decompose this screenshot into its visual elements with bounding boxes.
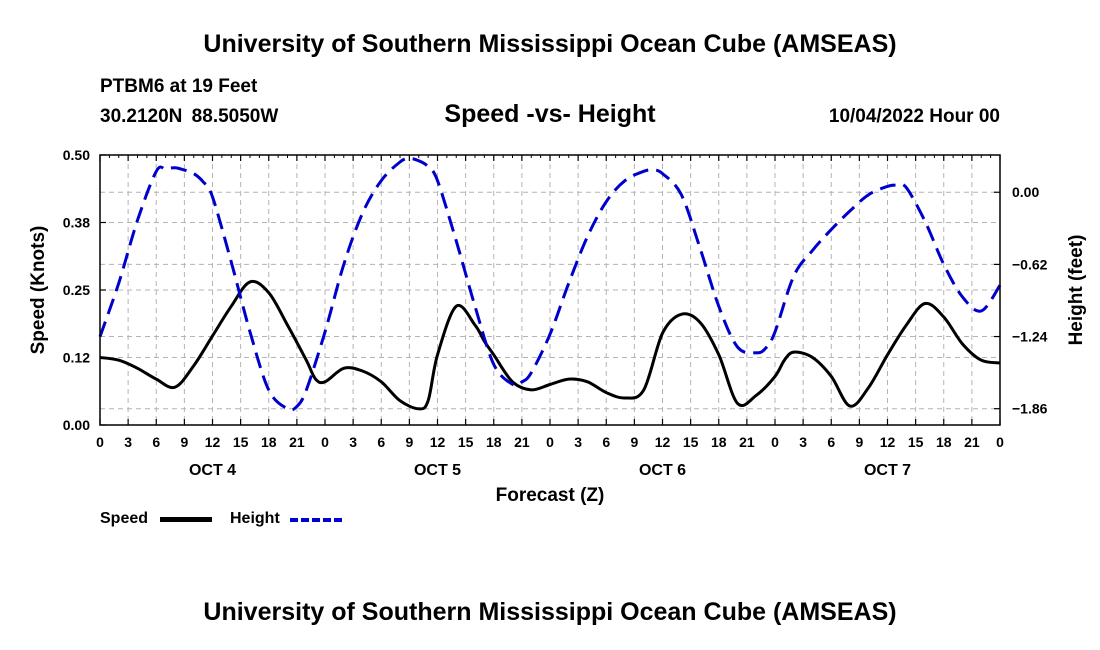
y-tick-label-right: 0.00 xyxy=(1012,184,1039,200)
x-tick-label: 18 xyxy=(936,434,952,450)
speed-series-line xyxy=(99,279,1001,411)
day-label: OCT 4 xyxy=(189,462,236,479)
x-tick-label: 3 xyxy=(799,434,807,450)
series-layer xyxy=(98,156,1002,412)
x-tick-label: 9 xyxy=(855,434,863,450)
day-label: OCT 6 xyxy=(639,462,686,479)
x-tick-label: 21 xyxy=(739,434,755,450)
y-tick-label-right: −1.24 xyxy=(1012,329,1048,345)
x-tick-label: 0 xyxy=(96,434,104,450)
x-tick-label: 0 xyxy=(546,434,554,450)
x-tick-label: 9 xyxy=(630,434,638,450)
x-tick-label: 12 xyxy=(655,434,671,450)
x-tick-label: 18 xyxy=(261,434,277,450)
x-tick-label: 18 xyxy=(711,434,727,450)
chart-subtitle: Speed -vs- Height xyxy=(444,100,656,128)
x-axis-label: Forecast (Z) xyxy=(496,485,605,506)
height-series-line xyxy=(98,156,1002,412)
y-axis-label-right: Height (feet) xyxy=(1066,235,1087,346)
x-tick-label: 6 xyxy=(152,434,160,450)
x-tick-label: 12 xyxy=(880,434,896,450)
y-tick-label-right: −0.62 xyxy=(1012,256,1048,272)
x-tick-label: 3 xyxy=(574,434,582,450)
forecast-datestamp: 10/04/2022 Hour 00 xyxy=(828,106,1000,127)
x-tick-label: 15 xyxy=(458,434,474,450)
legend-speed-swatch xyxy=(160,517,212,522)
x-tick-label: 21 xyxy=(514,434,530,450)
legend-speed-label: Speed xyxy=(100,510,149,527)
x-tick-label: 0 xyxy=(321,434,329,450)
y-tick-label-right: −1.86 xyxy=(1012,401,1048,417)
x-tick-label: 9 xyxy=(180,434,188,450)
legend-height-label: Height xyxy=(230,510,280,527)
x-tick-label: 15 xyxy=(233,434,249,450)
station-label: PTBM6 at 19 Feet xyxy=(100,76,258,97)
footer-title: University of Southern Mississippi Ocean… xyxy=(203,598,897,626)
coordinates-label: 30.2120N 88.5050W xyxy=(100,106,279,127)
day-label: OCT 7 xyxy=(864,462,911,479)
x-tick-label: 12 xyxy=(430,434,446,450)
x-tick-label: 15 xyxy=(908,434,924,450)
x-tick-label: 21 xyxy=(289,434,305,450)
y-tick-label-left: 0.00 xyxy=(63,417,90,433)
axes: 0 3 6 9 12 15 18 21 0 3 6 9 12 15 18 21 0 3 6 9 12 15 18 21 0 3 6 9… xyxy=(28,147,1087,506)
x-tick-label: 3 xyxy=(124,434,132,450)
x-tick-label: 0 xyxy=(771,434,779,450)
legend-height-swatch xyxy=(290,518,342,522)
x-tick-label: 21 xyxy=(964,434,980,450)
y-tick-label-left: 0.25 xyxy=(63,282,90,298)
x-tick-label: 15 xyxy=(683,434,699,450)
x-tick-label: 6 xyxy=(377,434,385,450)
y-tick-label-left: 0.50 xyxy=(63,147,90,163)
x-tick-label: 9 xyxy=(405,434,413,450)
day-label: OCT 5 xyxy=(414,462,461,479)
y-axis-label-left: Speed (Knots) xyxy=(28,226,49,355)
x-tick-label: 6 xyxy=(602,434,610,450)
y-tick-label-left: 0.12 xyxy=(63,350,90,366)
x-tick-label: 18 xyxy=(486,434,502,450)
x-tick-label: 12 xyxy=(205,434,221,450)
x-tick-label: 3 xyxy=(349,434,357,450)
chart-title: University of Southern Mississippi Ocean… xyxy=(203,30,897,58)
x-tick-label: 6 xyxy=(827,434,835,450)
y-tick-label-left: 0.38 xyxy=(63,215,90,231)
x-tick-label: 0 xyxy=(996,434,1004,450)
